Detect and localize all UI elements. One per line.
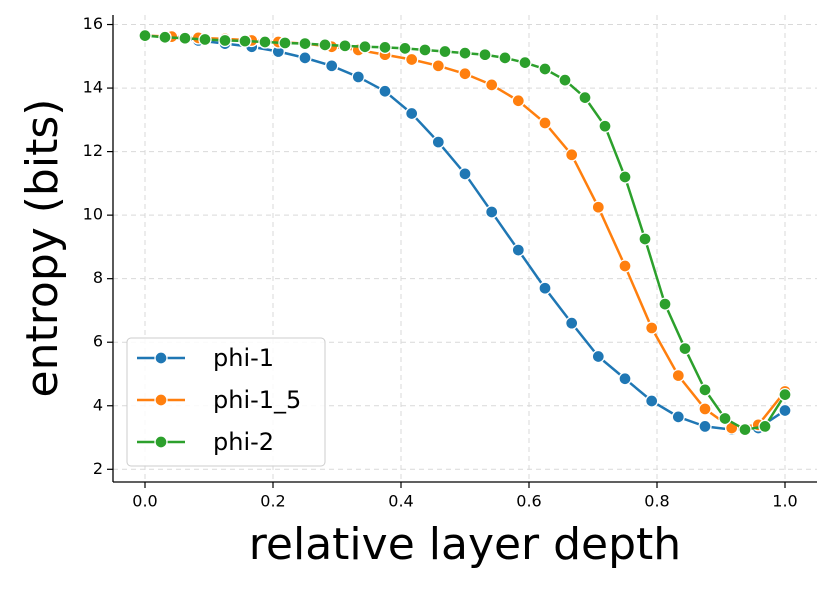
data-point xyxy=(671,410,685,424)
data-point xyxy=(511,243,525,257)
data-point xyxy=(671,368,685,383)
data-point xyxy=(591,200,605,214)
data-point xyxy=(778,387,792,402)
data-point xyxy=(458,167,472,181)
data-point xyxy=(698,402,712,416)
data-point xyxy=(518,56,532,70)
x-tick-label: 0.4 xyxy=(388,492,413,511)
y-axis-label: entropy (bits) xyxy=(17,99,68,398)
data-point xyxy=(338,39,352,53)
legend: phi-1 phi-1_5 phi-2 xyxy=(126,337,326,467)
legend-label: phi-1 xyxy=(213,344,274,372)
data-point xyxy=(578,90,592,105)
y-tick-label: 8 xyxy=(93,268,103,287)
legend-box xyxy=(126,337,326,467)
data-point xyxy=(638,232,652,246)
data-point xyxy=(698,383,712,397)
data-point xyxy=(431,135,445,149)
data-point xyxy=(278,36,292,50)
data-point xyxy=(485,78,499,92)
data-point xyxy=(538,62,552,76)
data-point xyxy=(218,33,232,48)
legend-marker xyxy=(154,393,168,407)
x-axis-label: relative layer depth xyxy=(249,519,681,570)
data-point xyxy=(378,40,392,55)
x-tick-label: 0.0 xyxy=(132,492,157,511)
data-point xyxy=(598,119,612,133)
data-point xyxy=(718,411,732,426)
data-point xyxy=(645,394,659,408)
data-point xyxy=(618,170,632,184)
data-point xyxy=(138,28,152,43)
x-tick-label: 1.0 xyxy=(772,492,797,511)
data-point xyxy=(618,372,632,386)
data-point xyxy=(298,36,312,51)
data-point xyxy=(758,419,772,434)
data-point xyxy=(438,44,452,59)
data-point xyxy=(698,419,712,434)
data-point xyxy=(738,422,752,437)
data-point xyxy=(538,116,552,130)
y-tick-label: 16 xyxy=(83,14,103,33)
data-point xyxy=(198,32,212,47)
data-point xyxy=(558,73,572,87)
data-point xyxy=(351,70,365,84)
data-point xyxy=(398,41,412,56)
data-point xyxy=(478,48,492,62)
y-tick-label: 4 xyxy=(93,395,103,414)
data-point xyxy=(778,403,792,418)
data-point xyxy=(511,94,525,108)
y-tick-label: 14 xyxy=(83,78,103,97)
data-point xyxy=(258,35,272,49)
data-point xyxy=(405,52,419,67)
data-point xyxy=(485,205,499,219)
data-point xyxy=(318,38,332,52)
data-point xyxy=(658,297,672,311)
data-point xyxy=(325,59,339,73)
data-point xyxy=(678,341,692,356)
data-point xyxy=(498,51,512,65)
x-tick-label: 0.8 xyxy=(644,492,669,511)
data-point xyxy=(645,321,659,335)
data-point xyxy=(538,281,552,295)
data-point xyxy=(178,31,192,45)
y-tick-label: 12 xyxy=(83,141,103,160)
data-point xyxy=(431,59,445,73)
data-point xyxy=(418,43,432,57)
data-point xyxy=(565,148,579,162)
legend-label: phi-1_5 xyxy=(213,386,301,414)
y-tick-label: 2 xyxy=(93,459,103,478)
x-tick-label: 0.6 xyxy=(516,492,541,511)
x-tick-label: 0.2 xyxy=(260,492,285,511)
legend-marker xyxy=(154,351,168,365)
data-point xyxy=(458,67,472,81)
data-point xyxy=(458,46,472,60)
y-tick-label: 10 xyxy=(83,205,103,224)
data-point xyxy=(565,316,579,330)
data-point xyxy=(591,349,605,364)
data-point xyxy=(298,51,312,65)
legend-marker xyxy=(154,435,168,449)
y-tick-label: 6 xyxy=(93,332,103,351)
legend-label: phi-2 xyxy=(213,428,274,456)
data-point xyxy=(618,259,632,273)
data-point xyxy=(158,30,172,44)
data-point xyxy=(238,34,252,48)
data-point xyxy=(358,40,372,54)
data-point xyxy=(405,106,419,121)
data-point xyxy=(378,84,392,98)
